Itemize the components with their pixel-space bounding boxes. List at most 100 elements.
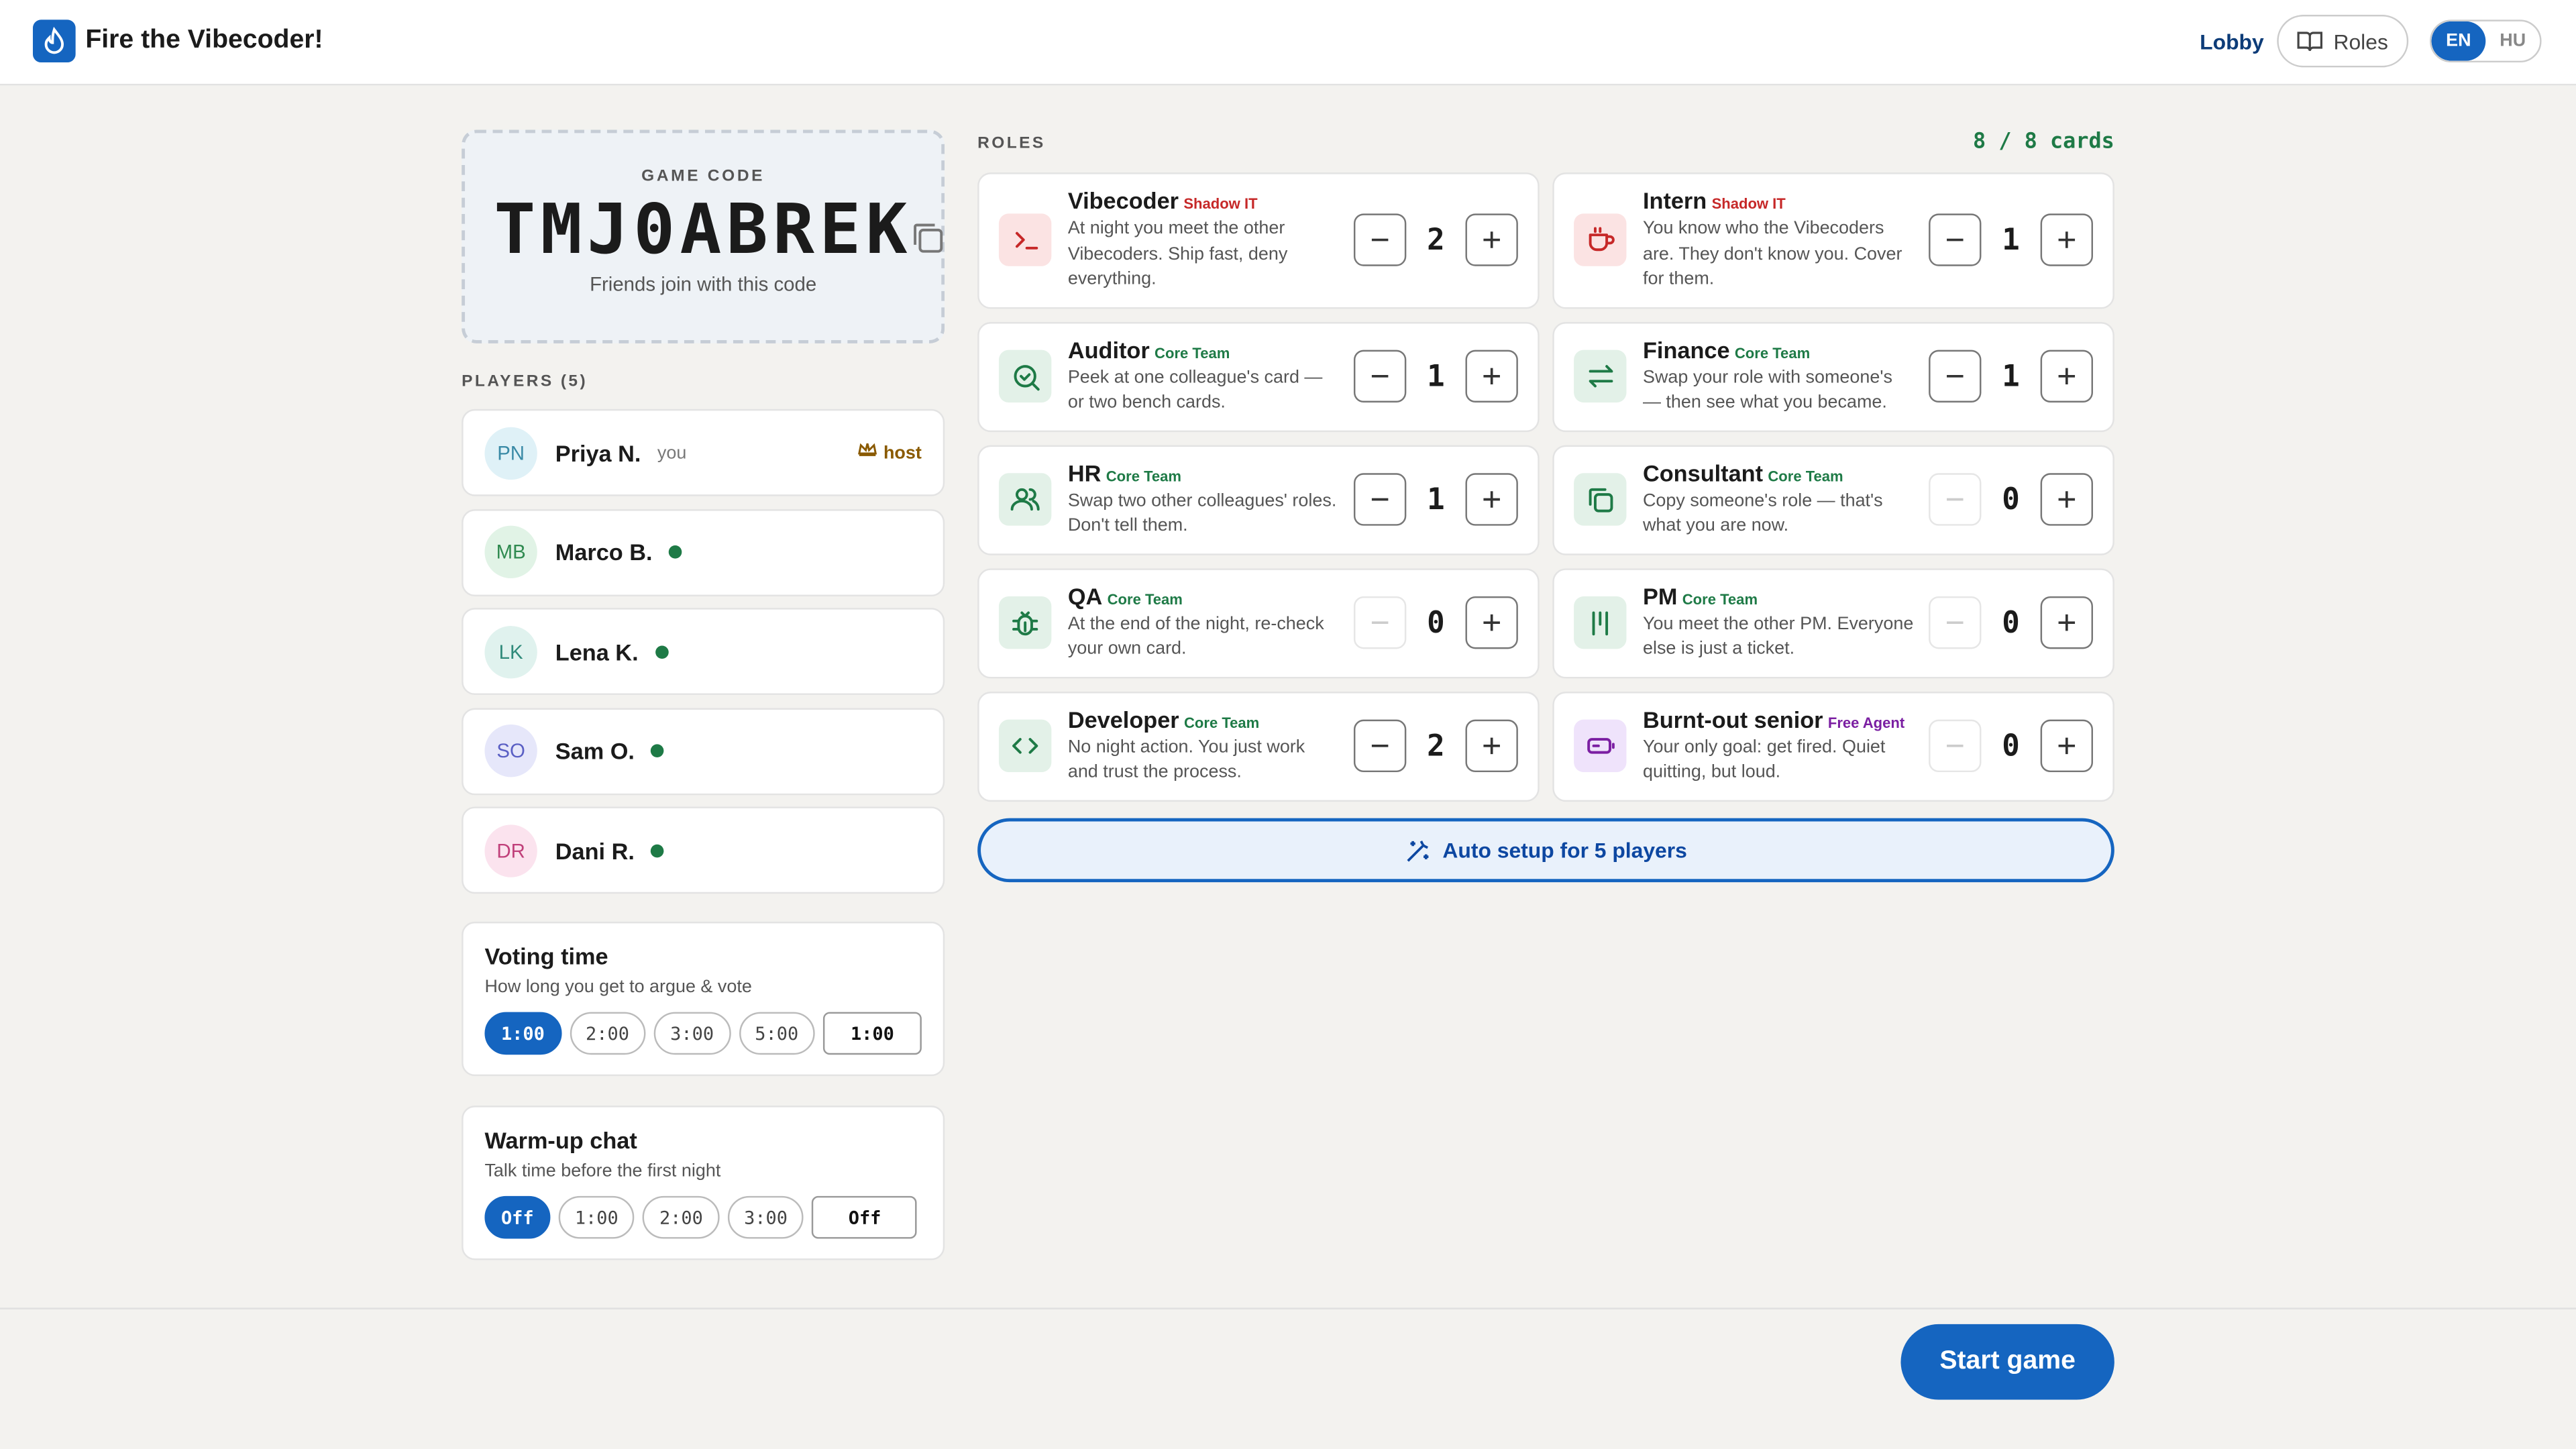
- role-counter: 1: [1929, 213, 2094, 267]
- increment-button[interactable]: [1465, 596, 1518, 649]
- nav-roles[interactable]: Roles: [2277, 15, 2409, 68]
- setting-option[interactable]: 5:00: [738, 1012, 815, 1055]
- role-count: 1: [1427, 482, 1445, 517]
- role-icon: [1574, 213, 1627, 267]
- roles-heading: ROLES: [977, 134, 1046, 153]
- online-indicator: [655, 645, 668, 658]
- custom-input[interactable]: 1:00: [822, 1012, 922, 1055]
- role-name: PM: [1642, 582, 1678, 609]
- increment-button[interactable]: [1465, 213, 1518, 267]
- increment-button[interactable]: [1465, 350, 1518, 403]
- player-card: PN Priya N. you host: [462, 409, 945, 496]
- role-team: Shadow IT: [1711, 195, 1786, 212]
- role-text: Finance Core Team Swap your role with some…: [1643, 336, 1929, 417]
- role-counter: 1: [1353, 350, 1518, 403]
- role-title-line: Developer Core Team: [1068, 706, 1354, 735]
- setting-option[interactable]: 2:00: [569, 1012, 646, 1055]
- custom-input[interactable]: Off: [812, 1195, 918, 1239]
- role-text: HR Core Team Swap two other colleagues' ro…: [1068, 459, 1354, 539]
- role-name: Auditor: [1067, 335, 1150, 363]
- role-title-line: Intern Shadow IT: [1643, 187, 1929, 217]
- role-team: Core Team: [1155, 344, 1230, 361]
- player-card: MB Marco B.: [462, 508, 945, 596]
- setting-option[interactable]: Off: [484, 1195, 551, 1239]
- role-counter: 0: [1929, 596, 2094, 649]
- role-icon: [998, 350, 1052, 403]
- role-count: 1: [1427, 359, 1445, 394]
- decrement-button[interactable]: [1353, 473, 1407, 526]
- game-code-hint: Friends join with this code: [590, 272, 817, 296]
- decrement-button[interactable]: [1929, 350, 1982, 403]
- role-card: Intern Shadow IT You know who the Vibecode…: [1552, 172, 2114, 309]
- player-avatar: PN: [484, 426, 537, 479]
- setting-option[interactable]: 1:00: [558, 1195, 635, 1239]
- role-name: Vibecoder: [1067, 187, 1179, 214]
- auto-setup-button[interactable]: Auto setup for 5 players: [977, 818, 2114, 883]
- role-title-line: Consultant Core Team: [1643, 459, 1929, 488]
- players-heading: PLAYERS (5): [462, 372, 588, 391]
- role-team: Core Team: [1183, 714, 1260, 731]
- role-card: Consultant Core Team Copy someone's role —…: [1552, 444, 2114, 555]
- increment-button[interactable]: [2040, 719, 2094, 773]
- role-icon: [998, 596, 1052, 649]
- decrement-button[interactable]: [1353, 719, 1407, 773]
- role-description: No night action. You just work and trust…: [1067, 737, 1305, 782]
- role-counter: 0: [1353, 596, 1518, 649]
- role-card: Auditor Core Team Peek at one colleague's …: [977, 321, 1540, 431]
- increment-button[interactable]: [1465, 719, 1518, 773]
- role-counter: 1: [1929, 350, 2094, 403]
- start-game-button[interactable]: Start game: [1900, 1324, 2114, 1400]
- role-title-line: HR Core Team: [1068, 459, 1354, 488]
- decrement-button[interactable]: [1929, 213, 1982, 267]
- role-text: PM Core Team You meet the other PM. Everyo…: [1643, 582, 1929, 663]
- setting-option[interactable]: 2:00: [643, 1195, 720, 1239]
- lang-option[interactable]: EN: [2431, 21, 2486, 61]
- increment-button[interactable]: [2040, 350, 2094, 403]
- role-icon: [1574, 596, 1627, 649]
- role-name: HR: [1067, 459, 1102, 486]
- player-name: Lena K.: [555, 638, 639, 665]
- game-code-box: GAME CODE TMJ0ABREK Friends join with th…: [462, 129, 945, 343]
- role-card: Burnt-out senior Free Agent Your only goal…: [1552, 690, 2114, 801]
- increment-button[interactable]: [2040, 473, 2094, 526]
- role-team: Free Agent: [1827, 714, 1905, 731]
- online-indicator: [669, 545, 682, 559]
- setting-option[interactable]: 3:00: [653, 1012, 731, 1055]
- footer-divider: [0, 1307, 2576, 1309]
- player-name: Priya N.: [555, 439, 641, 466]
- lang-option[interactable]: HU: [2500, 31, 2526, 51]
- role-name: Intern: [1642, 187, 1707, 214]
- role-description: Peek at one colleague's card — or two be…: [1067, 367, 1323, 413]
- role-icon: [1574, 473, 1627, 526]
- decrement-button[interactable]: [1353, 596, 1407, 649]
- player-avatar: MB: [484, 525, 537, 579]
- setting-option[interactable]: 1:00: [484, 1012, 561, 1055]
- increment-button[interactable]: [1465, 473, 1518, 526]
- logo[interactable]: [32, 19, 76, 63]
- increment-button[interactable]: [2040, 596, 2094, 649]
- role-description: Your only goal: get fired. Quiet quittin…: [1642, 737, 1886, 782]
- copy-button[interactable]: [908, 219, 948, 258]
- role-title-line: Burnt-out senior Free Agent: [1643, 706, 1929, 735]
- role-count: 1: [2002, 359, 2020, 394]
- increment-button[interactable]: [2040, 213, 2094, 267]
- decrement-button[interactable]: [1353, 213, 1407, 267]
- player-list: PN Priya N. you host MB Marco B. LK Lena K. SO Sa…: [462, 409, 945, 906]
- role-card: QA Core Team At the end of the night, re-c…: [977, 568, 1540, 678]
- decrement-button[interactable]: [1929, 473, 1982, 526]
- decrement-button[interactable]: [1929, 719, 1982, 773]
- role-icon: [1574, 350, 1627, 403]
- decrement-button[interactable]: [1929, 596, 1982, 649]
- role-counter: 2: [1353, 213, 1518, 267]
- setting-title: Voting time: [484, 943, 608, 969]
- decrement-button[interactable]: [1353, 350, 1407, 403]
- setting-options: 1:00 2:00 3:00 5:00 1:00: [484, 1012, 922, 1055]
- role-count: 2: [1427, 729, 1445, 763]
- setting-option[interactable]: 3:00: [727, 1195, 804, 1239]
- nav-lobby[interactable]: Lobby: [2200, 30, 2264, 54]
- role-description: Swap your role with someone's — then see…: [1642, 367, 1892, 413]
- role-text: Vibecoder Shadow IT At night you meet the …: [1068, 187, 1354, 293]
- role-icon: [998, 473, 1052, 526]
